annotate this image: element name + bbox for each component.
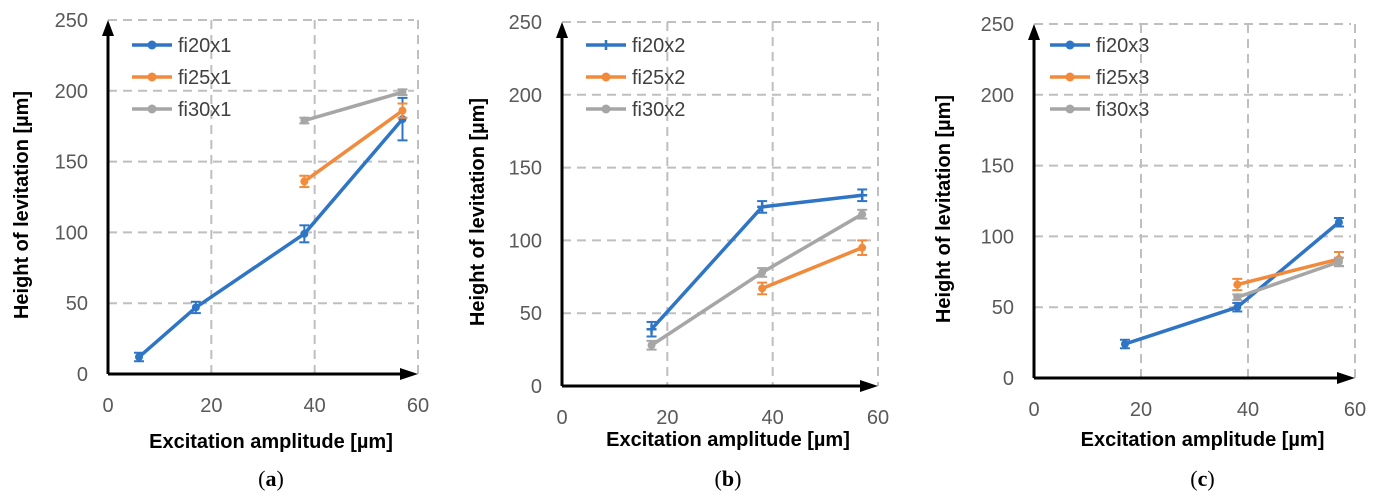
data-point — [858, 244, 866, 252]
y-axis-arrow — [556, 22, 568, 38]
series-line-fi30x2 — [652, 214, 863, 345]
y-tick-label: 250 — [55, 10, 88, 32]
data-point — [399, 88, 407, 96]
series-line-fi25x2 — [762, 248, 862, 289]
x-tick-label: 40 — [304, 395, 326, 417]
series-line-fi20x1 — [139, 119, 403, 357]
legend-marker — [602, 73, 611, 82]
data-point — [858, 210, 866, 218]
x-tick-label: 60 — [407, 395, 429, 417]
data-point — [857, 190, 867, 200]
legend-label: fi20x2 — [632, 35, 685, 57]
panel-label: (c) — [1190, 466, 1214, 491]
x-tick-label: 40 — [762, 407, 784, 429]
x-axis-arrow — [1337, 372, 1355, 384]
x-axis-title: Excitation amplitude [µm] — [606, 429, 850, 451]
data-point — [300, 117, 308, 125]
y-tick-label: 250 — [509, 12, 542, 34]
chart-panel-c: 0 50 100 150 200 250 0 20 40 60 Height of levitati… — [933, 14, 1366, 491]
data-point — [1233, 303, 1241, 311]
y-tick-label: 200 — [509, 85, 542, 107]
y-tick-label: 100 — [55, 222, 88, 244]
y-tick-label: 150 — [55, 152, 88, 174]
x-tick-label: 60 — [1344, 399, 1366, 421]
data-point — [300, 177, 308, 185]
data-point — [1121, 340, 1129, 348]
y-tick-label: 250 — [981, 14, 1014, 36]
series-line-fi25x1 — [304, 111, 402, 182]
x-tick-label: 20 — [656, 407, 678, 429]
panel-label: (a) — [258, 466, 284, 491]
legend-marker — [1066, 105, 1075, 114]
legend-marker — [602, 105, 611, 114]
legend-label: fi30x1 — [178, 99, 231, 121]
legend-marker — [1066, 41, 1075, 50]
y-tick-label: 0 — [1003, 368, 1014, 390]
y-tick-label: 50 — [992, 297, 1014, 319]
legend-label: fi30x2 — [632, 99, 685, 121]
y-tick-label: 200 — [981, 85, 1014, 107]
y-tick-label: 150 — [509, 158, 542, 180]
legend-marker — [148, 105, 157, 114]
legend-label: fi25x1 — [178, 67, 231, 89]
legend-marker — [148, 41, 157, 50]
x-tick-label: 20 — [1130, 399, 1152, 421]
y-tick-label: 50 — [66, 293, 88, 315]
x-tick-label: 0 — [556, 407, 567, 429]
legend-marker — [1066, 73, 1075, 82]
data-point — [135, 353, 143, 361]
legend-marker — [148, 73, 157, 82]
y-tick-label: 0 — [77, 364, 88, 386]
legend-label: fi25x2 — [632, 67, 685, 89]
x-tick-label: 40 — [1237, 399, 1259, 421]
y-tick-label: 200 — [55, 81, 88, 103]
data-point — [300, 230, 308, 238]
legend-marker — [601, 40, 611, 50]
y-axis-title: Height of levitation [µm] — [467, 98, 489, 326]
y-tick-label: 100 — [981, 226, 1014, 248]
data-point — [758, 284, 766, 292]
data-point — [758, 268, 766, 276]
x-axis-arrow — [400, 368, 418, 380]
x-tick-label: 0 — [102, 395, 113, 417]
y-tick-label: 100 — [509, 230, 542, 252]
x-tick-label: 20 — [200, 395, 222, 417]
y-axis-arrow — [102, 20, 114, 36]
x-tick-label: 0 — [1028, 399, 1039, 421]
chart-panel-b: 0 50 100 150 200 250 0 20 40 60 Height of levitati… — [467, 12, 889, 491]
panel-label: (b) — [715, 466, 742, 491]
chart-panel-a: 0 50 100 150 200 250 0 20 40 60 Height of levitati… — [11, 10, 429, 491]
y-tick-label: 150 — [981, 156, 1014, 178]
x-axis-title: Excitation amplitude [µm] — [149, 431, 393, 453]
data-point — [1233, 293, 1241, 301]
x-axis-arrow — [860, 380, 878, 392]
series-line-fi30x1 — [304, 92, 402, 120]
data-point — [192, 303, 200, 311]
legend-label: fi20x3 — [1096, 35, 1149, 57]
y-tick-label: 0 — [531, 376, 542, 398]
y-tick-label: 50 — [520, 303, 542, 325]
x-axis-title: Excitation amplitude [µm] — [1081, 429, 1325, 451]
data-point — [1335, 218, 1343, 226]
legend-label: fi20x1 — [178, 35, 231, 57]
data-point — [1233, 281, 1241, 289]
y-axis-title: Height of levitation [µm] — [933, 95, 955, 323]
series-line-fi20x3 — [1125, 222, 1339, 344]
legend-label: fi25x3 — [1096, 67, 1149, 89]
x-tick-label: 60 — [867, 407, 889, 429]
y-axis-arrow — [1028, 24, 1040, 40]
data-point — [1335, 258, 1343, 266]
y-axis-title: Height of levitation [µm] — [11, 91, 33, 319]
data-point — [648, 341, 656, 349]
data-point — [399, 107, 407, 115]
legend-label: fi30x3 — [1096, 99, 1149, 121]
